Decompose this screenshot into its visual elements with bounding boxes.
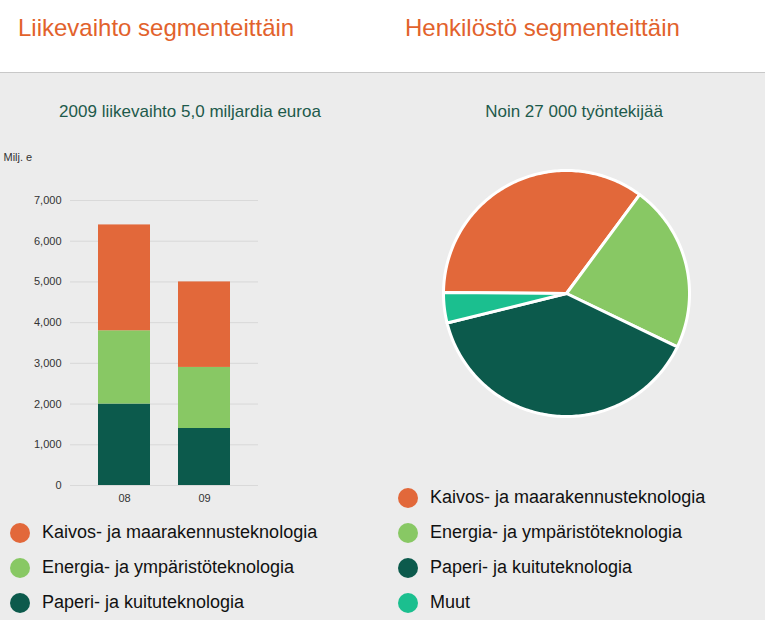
html-text:Energia- ja ympäristöteknologi: Energia- ja ympäristöteknologia [430,522,683,542]
svg-text:7,000: 7,000 [34,194,62,206]
svg-text:0: 0 [55,479,61,491]
svg-text:5,000: 5,000 [34,275,62,287]
svg-text:3,000: 3,000 [34,357,62,369]
html-text:Kaivos- ja maarakennusteknolog: Kaivos- ja maarakennusteknologia [42,522,318,542]
svg-text:2,000: 2,000 [34,398,62,410]
html-text:Paperi- ja kuituteknologia: Paperi- ja kuituteknologia [42,592,245,612]
svg-text:Milj. e: Milj. e [4,151,33,163]
html-text:Henkilöstö segmenteittäin: Henkilöstö segmenteittäin [405,14,680,41]
html-text:Kaivos- ja maarakennusteknolog: Kaivos- ja maarakennusteknologia [430,487,706,507]
html-text:Noin 27 000 työntekijää: Noin 27 000 työntekijää [485,102,663,121]
svg-text:1,000: 1,000 [34,438,62,450]
html-text:2009 liikevaihto 5,0 miljardia: 2009 liikevaihto 5,0 miljardia euroa [59,102,321,121]
html-text:Energia- ja ympäristöteknologi: Energia- ja ympäristöteknologia [42,557,295,577]
svg-text:08: 08 [118,492,130,504]
svg-text:6,000: 6,000 [34,235,62,247]
svg-text:09: 09 [198,492,210,504]
html-text:Paperi- ja kuituteknologia: Paperi- ja kuituteknologia [430,557,633,577]
svg-text:4,000: 4,000 [34,316,62,328]
html-text:Liikevaihto segmenteittäin: Liikevaihto segmenteittäin [18,14,295,41]
html-text:Muut: Muut [430,592,470,612]
